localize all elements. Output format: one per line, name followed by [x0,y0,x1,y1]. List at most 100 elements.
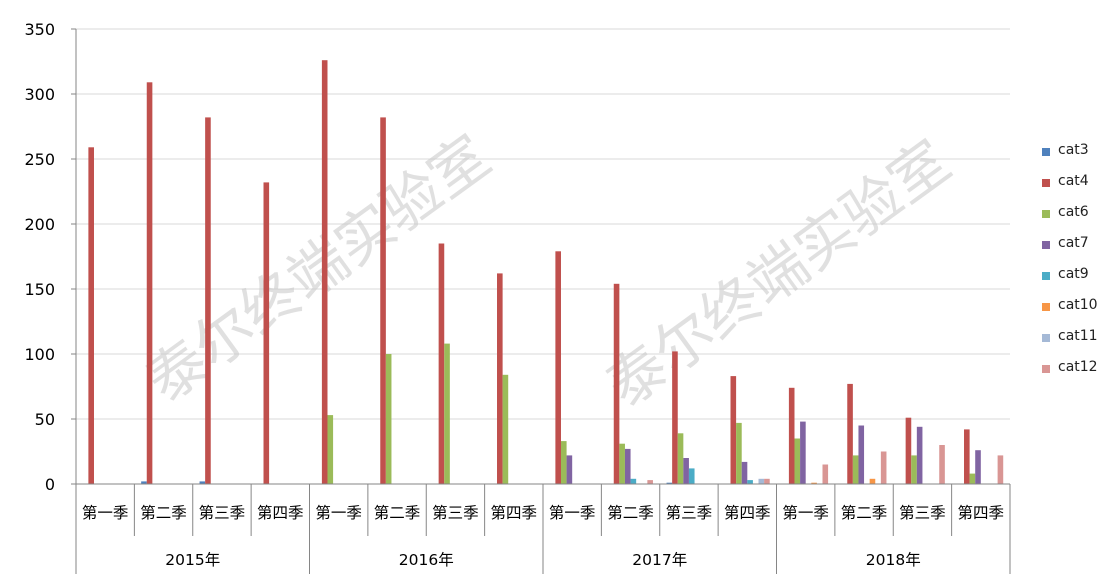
bar-cat9 [688,468,695,484]
legend-swatch [1042,272,1050,280]
bar-cat12 [939,445,945,484]
bar-cat6 [444,343,450,484]
legend-label: cat10 [1058,297,1098,313]
legend-item-cat10: cat10 [1040,297,1108,328]
bar-cat4 [497,273,503,484]
bar-cat4 [847,383,853,484]
legend-swatch [1042,365,1050,373]
legend-swatch [1042,334,1050,342]
y-tick-label: 350 [24,20,55,39]
bars [88,60,1004,485]
legend-item-cat7: cat7 [1040,235,1108,266]
bar-cat9 [747,480,753,484]
watermark-text: 泰尔终端实验室 [594,127,962,421]
legend-label: cat12 [1058,359,1098,375]
legend-label: cat7 [1058,235,1089,251]
x-tick-label: 第三季 [666,504,713,522]
legend-label: cat11 [1058,328,1098,344]
bar-cat12 [880,451,887,484]
x-tick-label: 第二季 [841,504,888,522]
year-label: 2015年 [165,551,220,569]
bar-cat12 [764,478,770,484]
axes: 050100150200250300350第一季 第二季 第三季 第四季 第一季 第二季第… [24,20,1011,574]
bar-cat4 [88,147,94,485]
bar-cat4 [321,60,328,484]
legend-label: cat3 [1058,142,1089,158]
legend-item-cat6: cat6 [1040,204,1108,235]
bar-cat4 [555,251,561,484]
legend-swatch [1042,303,1050,311]
y-tick-label: 300 [24,85,55,104]
bar-cat3 [141,481,147,484]
legend-swatch [1042,179,1050,187]
bar-cat4 [263,182,270,484]
bar-cat3 [199,481,206,484]
legend-item-cat11: cat11 [1040,328,1108,359]
bar-cat6 [560,441,567,484]
bar-cat12 [647,480,653,484]
x-tick-label: 第三季 [199,504,246,522]
bar-cat4 [672,351,678,484]
bar-cat4 [613,283,620,484]
bar-cat11 [758,478,765,484]
bar-cat4 [380,117,386,485]
bar-cat3 [666,482,673,484]
bar-cat4 [146,82,153,485]
year-label: 2018年 [866,551,921,569]
bar-cat6 [794,438,801,484]
gridlines [76,28,1010,420]
bar-cat6 [911,455,917,484]
bar-cat7 [800,421,806,484]
x-tick-label: 第四季 [257,504,304,522]
legend-item-cat12: cat12 [1040,359,1108,390]
legend-swatch [1042,241,1050,249]
y-tick-label: 100 [24,345,55,364]
bar-cat4 [905,417,912,484]
y-tick-label: 150 [24,280,55,299]
legend-label: cat6 [1058,204,1089,220]
y-tick-label: 0 [45,475,55,494]
bar-cat12 [822,464,829,484]
legend-item-cat3: cat3 [1040,142,1108,173]
bar-cat4 [964,429,970,484]
legend-item-cat9: cat9 [1040,266,1108,297]
y-tick-label: 200 [24,215,55,234]
bar-cat12 [997,455,1004,484]
bar-cat10 [811,482,817,484]
year-label: 2017年 [632,551,687,569]
legend-item-cat4: cat4 [1040,173,1108,204]
bar-cat7 [916,426,923,484]
x-tick-label: 第三季 [432,504,479,522]
bar-cat6 [852,455,859,484]
bar-cat6 [619,443,625,484]
legend: cat3 cat4 cat6 cat7 cat9 cat10 cat11 cat12 [1040,142,1108,390]
x-tick-label: 第二季 [607,504,654,522]
bar-cat4 [788,387,795,484]
bar-cat6 [677,433,684,484]
legend-swatch [1042,210,1050,218]
legend-label: cat9 [1058,266,1089,282]
y-tick-label: 250 [24,150,55,169]
bar-cat9 [630,478,637,484]
bar-cat7 [741,461,748,484]
x-tick-label: 第三季 [899,504,946,522]
bar-cat7 [566,455,573,484]
bar-cat7 [858,425,865,484]
x-tick-label: 第四季 [724,504,771,522]
x-tick-label: 第一季 [315,504,362,522]
x-tick-label: 第四季 [491,504,538,522]
year-label: 2016年 [399,551,454,569]
bar-cat6 [969,473,976,484]
watermark: 泰尔终端实验室 泰尔终端实验室 [134,122,962,421]
bar-cat4 [438,243,445,484]
bar-cat6 [385,354,392,484]
x-tick-label: 第一季 [549,504,596,522]
bar-cat6 [502,374,509,484]
bar-cat7 [683,458,689,484]
bar-cat4 [730,376,737,484]
x-tick-label: 第二季 [140,504,187,522]
bar-cat7 [975,450,981,484]
bar-cat7 [624,448,631,484]
